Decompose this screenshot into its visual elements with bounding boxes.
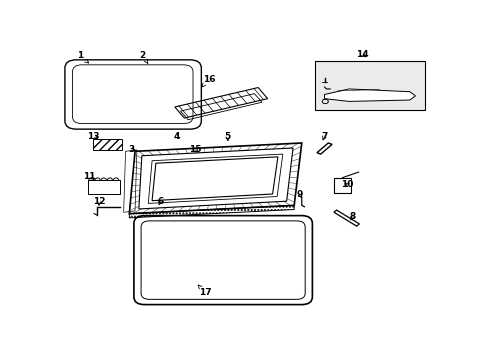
Text: 10: 10 — [340, 180, 353, 189]
Text: 12: 12 — [93, 197, 105, 206]
Text: 7: 7 — [321, 131, 327, 140]
Text: 2: 2 — [139, 51, 147, 63]
Text: 13: 13 — [87, 131, 100, 140]
Text: 5: 5 — [224, 131, 230, 141]
Bar — [87, 180, 120, 194]
Text: 15: 15 — [189, 145, 202, 154]
Text: 9: 9 — [296, 190, 303, 199]
Text: 11: 11 — [83, 172, 96, 181]
Text: 4: 4 — [173, 131, 180, 140]
Text: 1: 1 — [77, 51, 88, 63]
Polygon shape — [324, 89, 415, 102]
Text: 16: 16 — [202, 75, 215, 87]
Text: 6: 6 — [157, 197, 163, 206]
Polygon shape — [152, 157, 277, 201]
Text: 3: 3 — [128, 145, 135, 154]
Text: 14: 14 — [355, 50, 368, 59]
Bar — [333, 177, 350, 193]
Text: 17: 17 — [198, 285, 211, 297]
Text: 8: 8 — [349, 212, 355, 221]
Bar — [93, 139, 122, 150]
Bar — [314, 61, 424, 110]
